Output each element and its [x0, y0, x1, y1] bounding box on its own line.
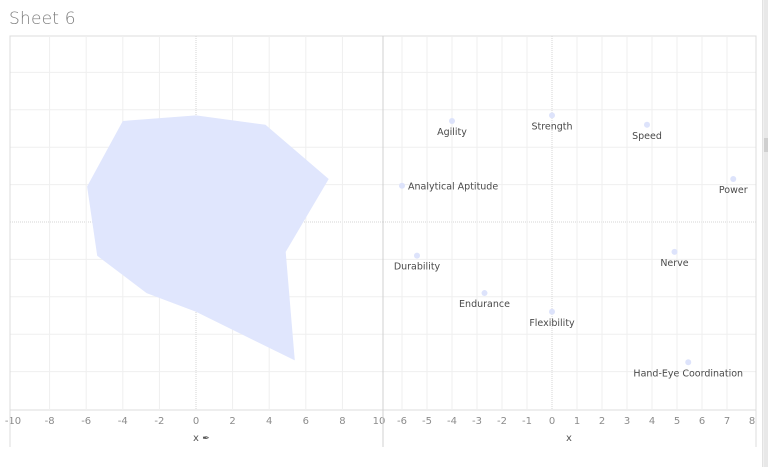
point-marker[interactable] — [549, 112, 555, 119]
x-tick-label: -6 — [81, 416, 91, 427]
data-point[interactable]: Nerve — [660, 248, 689, 269]
x-tick-label: -2 — [154, 416, 164, 427]
x-tick-label: 10 — [373, 416, 386, 427]
scrollbar-thumb[interactable] — [764, 138, 768, 152]
point-label: Nerve — [660, 258, 688, 269]
data-point[interactable]: Analytical Aptitude — [399, 182, 498, 193]
data-point[interactable]: Hand-Eye Coordination — [633, 359, 743, 379]
point-marker[interactable] — [414, 252, 420, 259]
point-marker[interactable] — [671, 248, 678, 255]
point-label: Strength — [531, 121, 572, 132]
data-point[interactable]: Strength — [531, 112, 573, 132]
x-tick-label: -1 — [522, 416, 532, 427]
x-tick-label: -4 — [447, 416, 457, 427]
data-point[interactable]: Speed — [632, 121, 662, 142]
data-point[interactable]: Power — [719, 175, 748, 196]
point-label: Hand-Eye Coordination — [633, 368, 743, 379]
point-label: Endurance — [459, 299, 510, 310]
point-label: Speed — [632, 131, 662, 142]
point-marker[interactable] — [730, 175, 737, 182]
x-tick-label: 4 — [266, 416, 272, 427]
x-tick-label: 2 — [229, 416, 235, 427]
point-marker[interactable] — [549, 308, 555, 315]
point-label: Agility — [437, 127, 467, 138]
x-tick-label: 8 — [339, 416, 345, 427]
x-tick-label: 1 — [574, 416, 580, 427]
x-tick-label: -2 — [497, 416, 507, 427]
x-tick-label: 8 — [749, 416, 755, 427]
x-axis-title[interactable]: x — [193, 433, 199, 444]
sheet-title: Sheet 6 — [9, 9, 76, 29]
data-point[interactable]: Durability — [394, 252, 441, 273]
x-tick-label: -10 — [5, 416, 21, 427]
data-point[interactable]: Endurance — [459, 290, 510, 310]
area-polygon[interactable] — [87, 115, 329, 361]
point-label: Analytical Aptitude — [408, 182, 498, 193]
x-tick-label: -6 — [397, 416, 407, 427]
point-marker[interactable] — [685, 359, 692, 366]
pane-2: -6 -5 -4 -3 -2 -1 0 1 2 3 4 5 6 7 8 x — [383, 36, 756, 444]
x-tick-label: -5 — [422, 416, 432, 427]
x-tick-label: 6 — [303, 416, 309, 427]
x-tick-label: 3 — [624, 416, 630, 427]
x-tick-label: -4 — [118, 416, 128, 427]
x-tick-label: -3 — [472, 416, 482, 427]
x-tick-label: 7 — [724, 416, 730, 427]
point-marker[interactable] — [644, 121, 650, 128]
point-marker[interactable] — [481, 290, 488, 297]
point-label: Flexibility — [529, 318, 575, 329]
x-tick-label: 2 — [599, 416, 605, 427]
scrollbar-track[interactable] — [764, 0, 768, 467]
x-tick-label: 4 — [649, 416, 655, 427]
point-label: Power — [719, 185, 748, 196]
point-marker[interactable] — [449, 118, 455, 125]
point-label: Durability — [394, 262, 441, 273]
x-tick-label: -8 — [45, 416, 55, 427]
x-tick-label: 6 — [699, 416, 705, 427]
x-tick-label: 0 — [549, 416, 555, 427]
x-tick-label: 5 — [674, 416, 680, 427]
x-axis-title[interactable]: x — [566, 433, 572, 444]
pane-1: -10 -8 -6 -4 -2 0 2 4 6 8 10 x ✒ — [5, 36, 386, 444]
point-marker[interactable] — [399, 182, 405, 189]
data-point[interactable]: Flexibility — [529, 308, 575, 329]
data-point[interactable]: Agility — [437, 118, 467, 138]
x-tick-label: 0 — [193, 416, 199, 427]
pin-icon[interactable]: ✒ — [202, 434, 210, 444]
